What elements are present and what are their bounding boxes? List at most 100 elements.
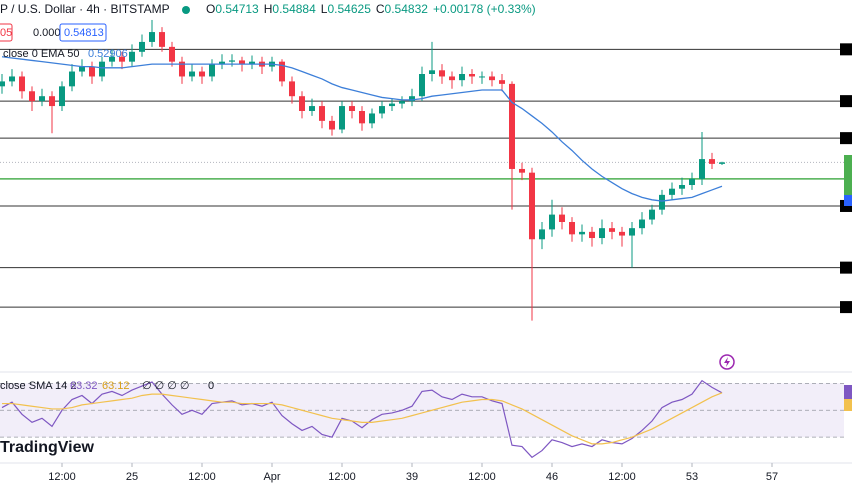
- rsi-axis-badge: [844, 385, 852, 399]
- level-marker: [840, 301, 852, 314]
- level-marker: [840, 43, 852, 56]
- x-tick-label: 57: [766, 471, 778, 483]
- candle-body: [459, 74, 465, 81]
- candle-body: [549, 214, 555, 230]
- candle-body: [609, 228, 615, 232]
- ohlc-key: H: [264, 2, 273, 16]
- x-tick-label: 12:00: [608, 471, 636, 483]
- candle-body: [379, 106, 385, 114]
- rsi-pane: [0, 379, 844, 459]
- candle-body: [139, 41, 145, 52]
- x-tick-label: 53: [686, 471, 698, 483]
- candle-body: [439, 70, 445, 77]
- candle-body: [539, 229, 545, 240]
- x-tick-label: 12:00: [188, 471, 216, 483]
- candle-body: [199, 71, 205, 77]
- candle-body: [429, 70, 435, 74]
- ohlc-change: +0.00178 (+0.33%): [433, 2, 536, 16]
- candle-body: [679, 185, 685, 189]
- candle-body: [569, 222, 575, 235]
- level-marker: [840, 261, 852, 274]
- candle-body: [209, 64, 215, 77]
- rsi-sma-value: 63.12: [102, 380, 130, 392]
- candle-body: [639, 219, 645, 229]
- alert-circle[interactable]: [719, 354, 735, 370]
- candle-body: [559, 214, 565, 222]
- candle-body: [659, 194, 665, 210]
- price-axis-badge: [844, 155, 852, 195]
- indicator-name: close 0 EMA 50: [3, 48, 79, 60]
- candle-body: [479, 76, 485, 78]
- candle-body: [719, 162, 725, 164]
- candle-body: [129, 51, 135, 62]
- brand-logo[interactable]: TradingView: [0, 439, 95, 456]
- candle-body: [419, 74, 425, 97]
- x-tick-label: Apr: [263, 471, 280, 483]
- candle-body: [249, 61, 255, 65]
- rsi-extra: ∅ ∅ ∅ ∅: [142, 380, 190, 392]
- level-marker: [840, 132, 852, 145]
- candle-body: [319, 106, 325, 121]
- header-bg: [0, 0, 852, 20]
- rsi-line: [1, 379, 723, 459]
- candle-body: [239, 60, 245, 65]
- candle-body: [289, 81, 295, 97]
- ema-line: [1, 56, 723, 202]
- ohlc-key: O: [206, 2, 215, 16]
- candle-body: [629, 228, 635, 236]
- candle-body: [229, 60, 235, 62]
- candle-body: [299, 96, 305, 111]
- rsi-header: close SMA 14 2 63.32 63.12 ∅ ∅ ∅ ∅ 0 Tra…: [0, 380, 214, 456]
- candle-body: [29, 91, 35, 102]
- candle-body: [389, 103, 395, 107]
- candle-body: [489, 76, 495, 81]
- candle-body: [619, 231, 625, 236]
- alert-bolt: [724, 357, 730, 367]
- ohlc-value: 0.54625: [327, 2, 371, 16]
- x-tick-label: 39: [406, 471, 418, 483]
- candle-body: [39, 96, 45, 102]
- candle-body: [709, 159, 715, 164]
- candle-body: [329, 120, 335, 130]
- candle-body: [79, 66, 85, 72]
- rsi-value: 63.32: [70, 380, 98, 392]
- x-tick-label: 12:00: [468, 471, 496, 483]
- candle-body: [9, 76, 15, 82]
- price-pane: [0, 19, 852, 321]
- price-axis-badge: [844, 195, 852, 206]
- candle-body: [469, 74, 475, 77]
- candle-body: [449, 76, 455, 81]
- ohlc-key: C: [376, 2, 385, 16]
- candle-body: [109, 56, 115, 62]
- buy-price: 0.54813: [64, 27, 104, 39]
- candle-body: [89, 66, 95, 77]
- candle-body: [179, 61, 185, 77]
- header: P / U.S. Dollar · 4h · BITSTAMP O0.54713…: [0, 0, 852, 60]
- candle-body: [159, 32, 165, 47]
- x-tick-label: 12:00: [328, 471, 356, 483]
- candle-body: [49, 96, 55, 107]
- candle-body: [669, 188, 675, 195]
- buy-badge[interactable]: [59, 23, 107, 42]
- candle-body: [169, 46, 175, 62]
- alert-icon[interactable]: [719, 354, 735, 370]
- market-status[interactable]: [182, 6, 190, 14]
- x-tick-label: 46: [546, 471, 558, 483]
- candle-body: [189, 71, 195, 77]
- candle-body: [99, 61, 105, 77]
- ohlc-value: 0.54713: [215, 2, 259, 16]
- candle-body: [529, 172, 535, 240]
- sell-price: 05: [0, 27, 12, 39]
- candle-body: [0, 81, 6, 87]
- candle-body: [339, 106, 345, 130]
- candle-body: [519, 168, 525, 173]
- candle-body: [689, 178, 695, 185]
- candle-body: [369, 113, 375, 124]
- candle-body: [59, 86, 65, 107]
- sell-badge[interactable]: [0, 23, 13, 42]
- candle-body: [509, 83, 515, 169]
- indicator-value: 0.52906: [88, 48, 128, 60]
- rsi-title: close SMA 14 2: [0, 380, 76, 392]
